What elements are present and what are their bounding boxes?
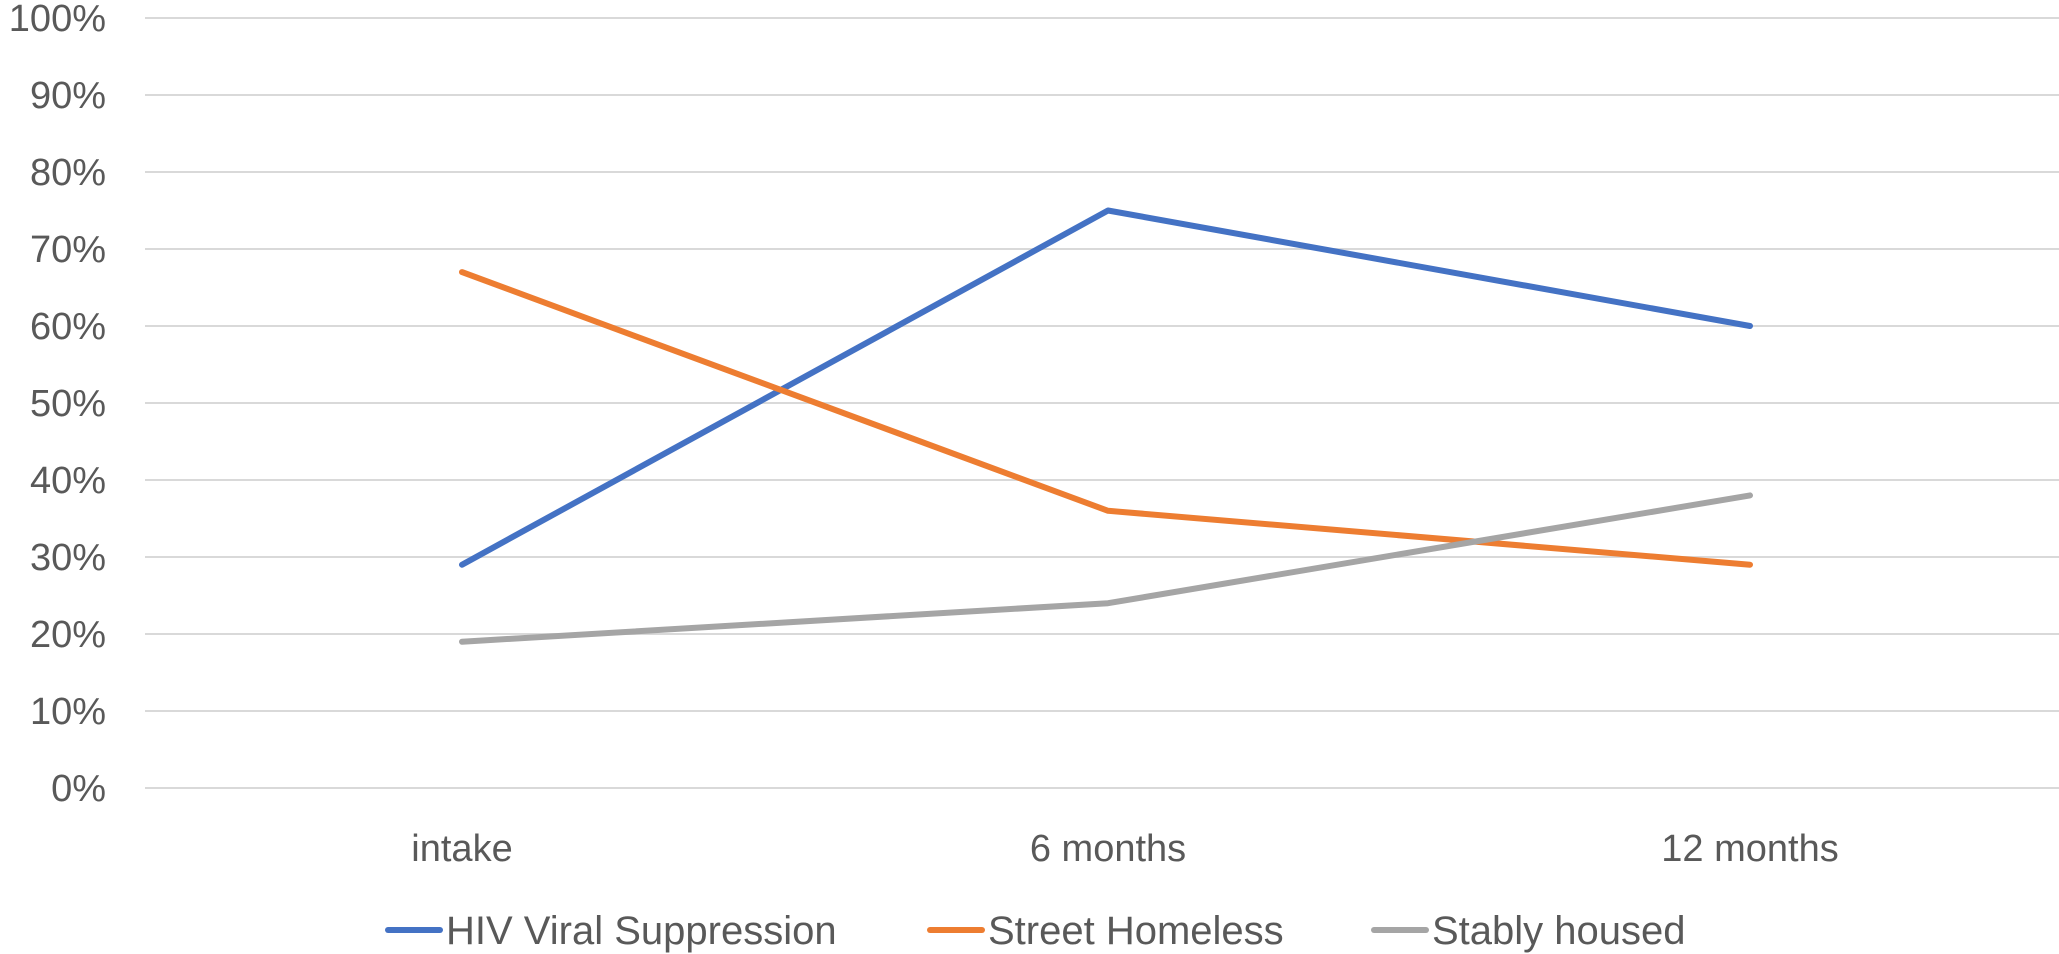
legend-label: Stably housed <box>1432 909 1686 953</box>
y-tick-label: 80% <box>30 152 106 194</box>
legend: HIV Viral Suppression Street Homeless Stab… <box>385 909 1686 953</box>
y-tick-label: 0% <box>51 768 106 810</box>
legend-label: Street Homeless <box>988 909 1284 953</box>
series-lines <box>459 207 1753 645</box>
y-tick-label: 20% <box>30 614 106 656</box>
y-tick-label: 60% <box>30 306 106 348</box>
legend-label: HIV Viral Suppression <box>446 909 837 953</box>
y-tick-label: 40% <box>30 460 106 502</box>
x-tick-label: 6 months <box>1030 828 1186 870</box>
series-line-2 <box>459 492 1753 645</box>
y-tick-label: 10% <box>30 691 106 733</box>
series-line-1 <box>459 269 1753 568</box>
x-axis-tick-labels: intake 6 months 12 months <box>411 828 1838 870</box>
x-tick-label: 12 months <box>1661 828 1838 870</box>
y-axis-tick-labels: 0% 10% 20% 30% 40% 50% 60% 70% 80% 90% 100% <box>9 0 106 810</box>
y-tick-label: 50% <box>30 383 106 425</box>
y-tick-label: 90% <box>30 75 106 117</box>
y-tick-label: 30% <box>30 537 106 579</box>
y-tick-label: 70% <box>30 229 106 271</box>
x-tick-label: intake <box>411 828 512 870</box>
gridlines <box>145 17 2059 789</box>
y-tick-label: 100% <box>9 0 106 40</box>
